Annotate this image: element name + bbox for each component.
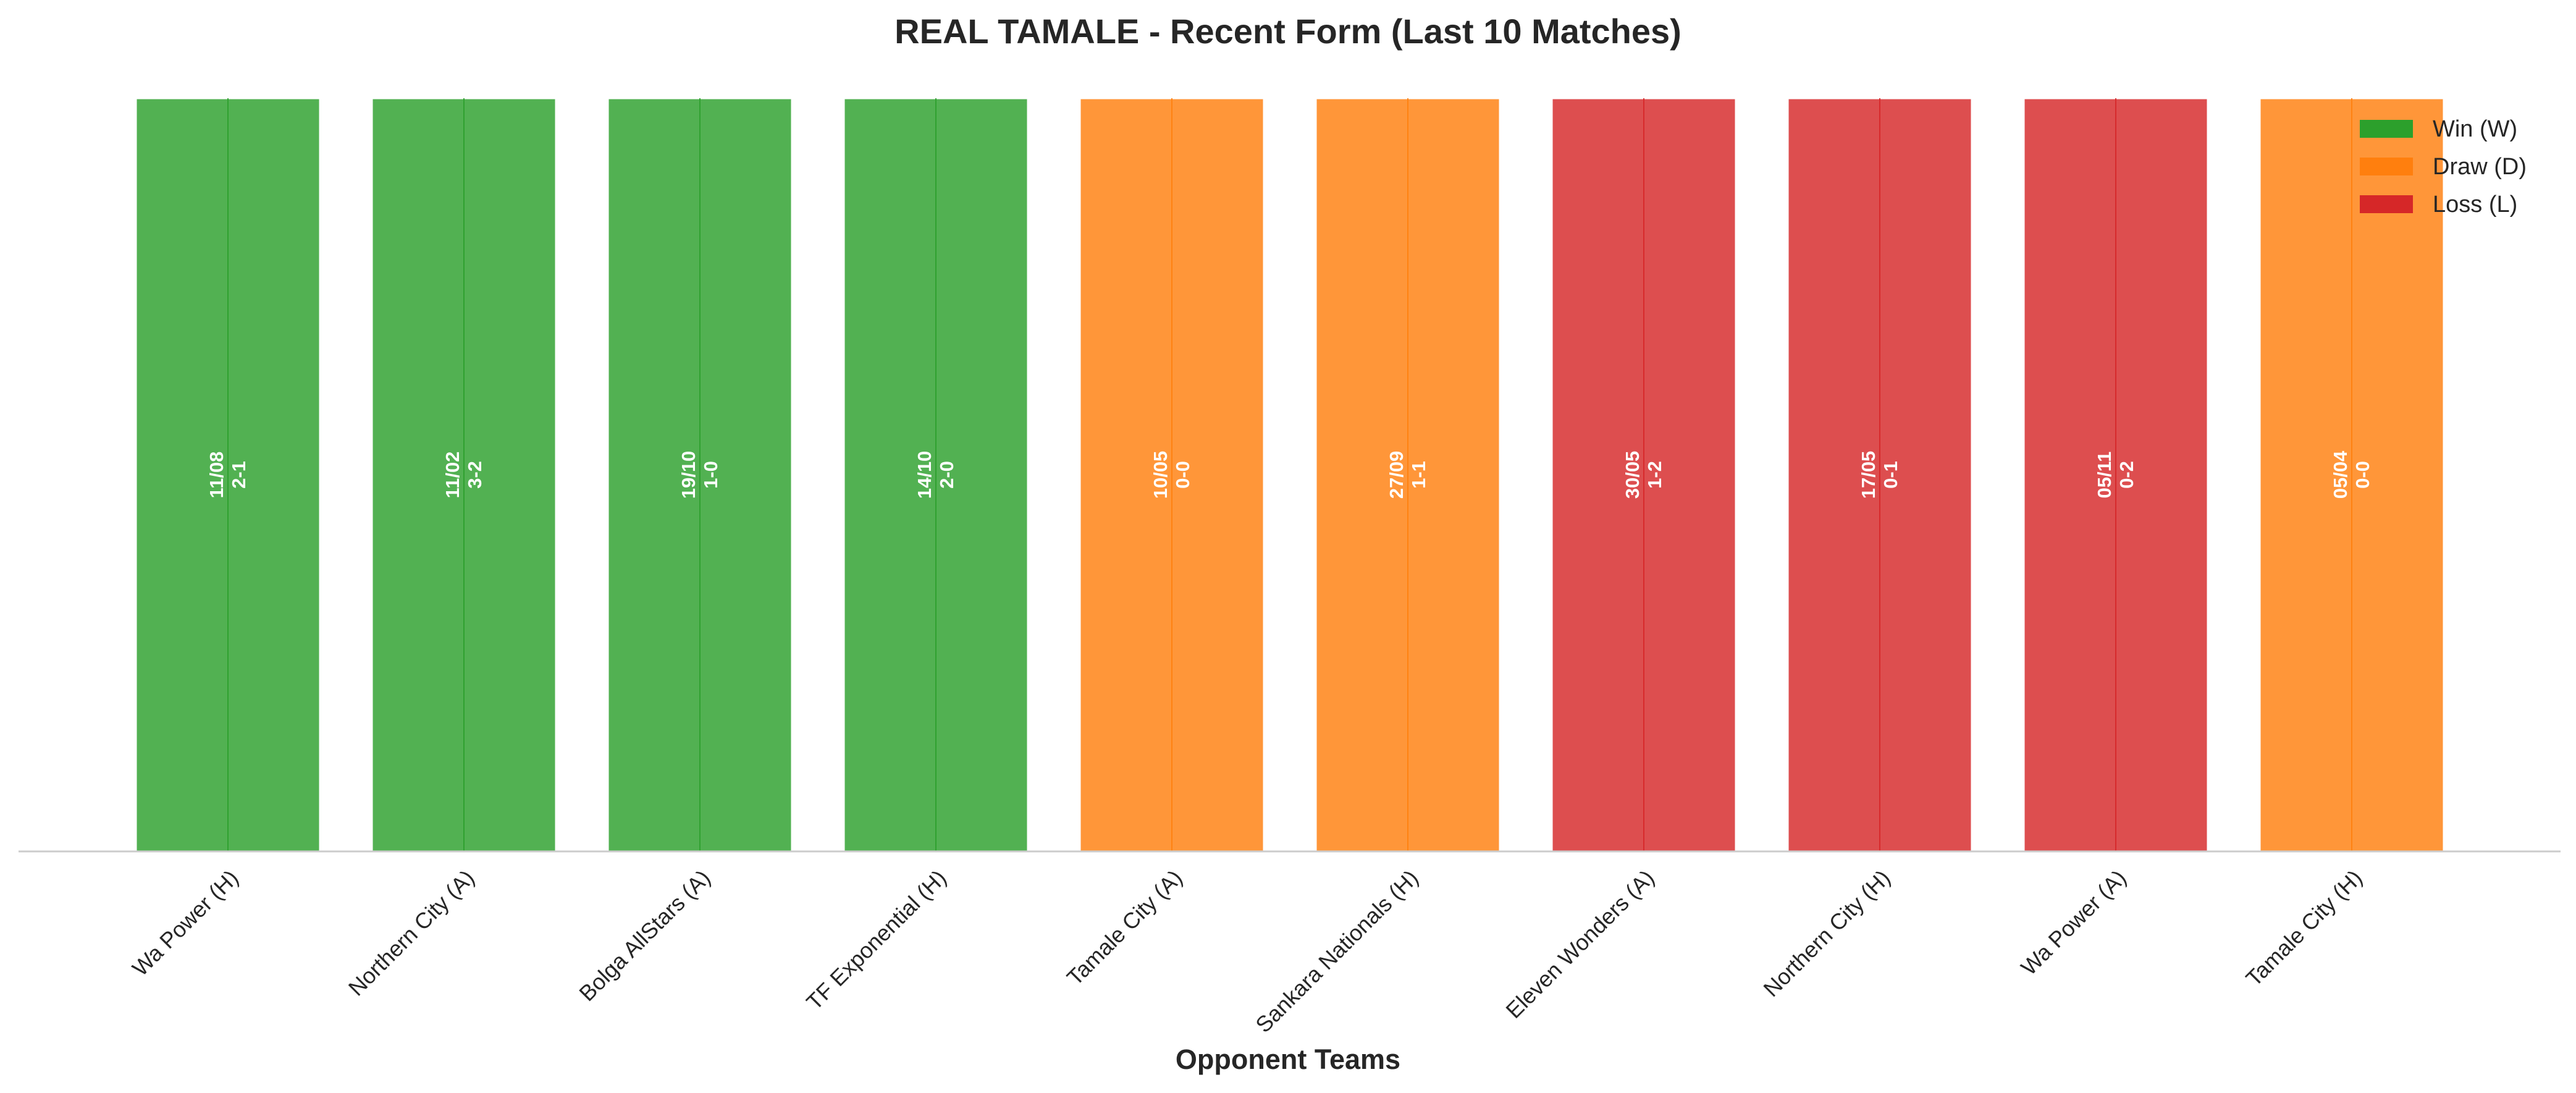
x-tick-label-5: Tamale City (A) — [1062, 865, 1187, 990]
x-tick-label-6: Sankara Nationals (H) — [1250, 865, 1423, 1037]
x-tick-label-9: Wa Power (A) — [2016, 865, 2131, 980]
x-tick-label-3: Bolga AllStars (A) — [574, 865, 715, 1006]
bars-group: 11/082-1 11/023-2 19/101-0 14/102-0 10/050-0… — [135, 97, 2445, 853]
tick-labels-group: Wa Power (H) Northern City (A) Bolga AllSt… — [127, 865, 2367, 1037]
bar-label-7: 30/051-2 — [1622, 451, 1665, 499]
legend: Win (W) Draw (D) Loss (L) — [2360, 116, 2527, 217]
x-tick-label-4: TF Exponential (H) — [801, 865, 951, 1015]
x-axis-label: Opponent Teams — [1176, 1044, 1400, 1075]
bar-label-6: 27/091-1 — [1386, 451, 1429, 499]
x-tick-label-1: Wa Power (H) — [127, 865, 243, 981]
chart-title: REAL TAMALE - Recent Form (Last 10 Match… — [894, 12, 1682, 51]
bar-label-10: 05/040-0 — [2330, 450, 2373, 499]
bar-label-9: 05/110-2 — [2094, 452, 2137, 499]
x-tick-label-8: Northern City (H) — [1758, 865, 1895, 1002]
x-tick-label-2: Northern City (A) — [343, 865, 479, 1001]
legend-label-w: Win (W) — [2433, 116, 2517, 142]
bar-label-4: 14/102-0 — [914, 451, 958, 499]
bar-label-3: 19/101-0 — [678, 451, 722, 499]
legend-swatch-l — [2360, 195, 2413, 213]
bar-label-5: 10/050-0 — [1150, 451, 1193, 499]
bar-label-2: 11/023-2 — [442, 452, 486, 499]
legend-swatch-w — [2360, 120, 2413, 138]
x-tick-label-7: Eleven Wonders (A) — [1501, 865, 1659, 1023]
legend-label-l: Loss (L) — [2433, 192, 2517, 217]
legend-label-d: Draw (D) — [2433, 154, 2527, 180]
bar-label-1: 11/082-1 — [206, 452, 250, 499]
bar-label-8: 17/050-1 — [1858, 451, 1901, 499]
x-tick-label-10: Tamale City (H) — [2241, 865, 2367, 991]
legend-swatch-d — [2360, 158, 2413, 175]
